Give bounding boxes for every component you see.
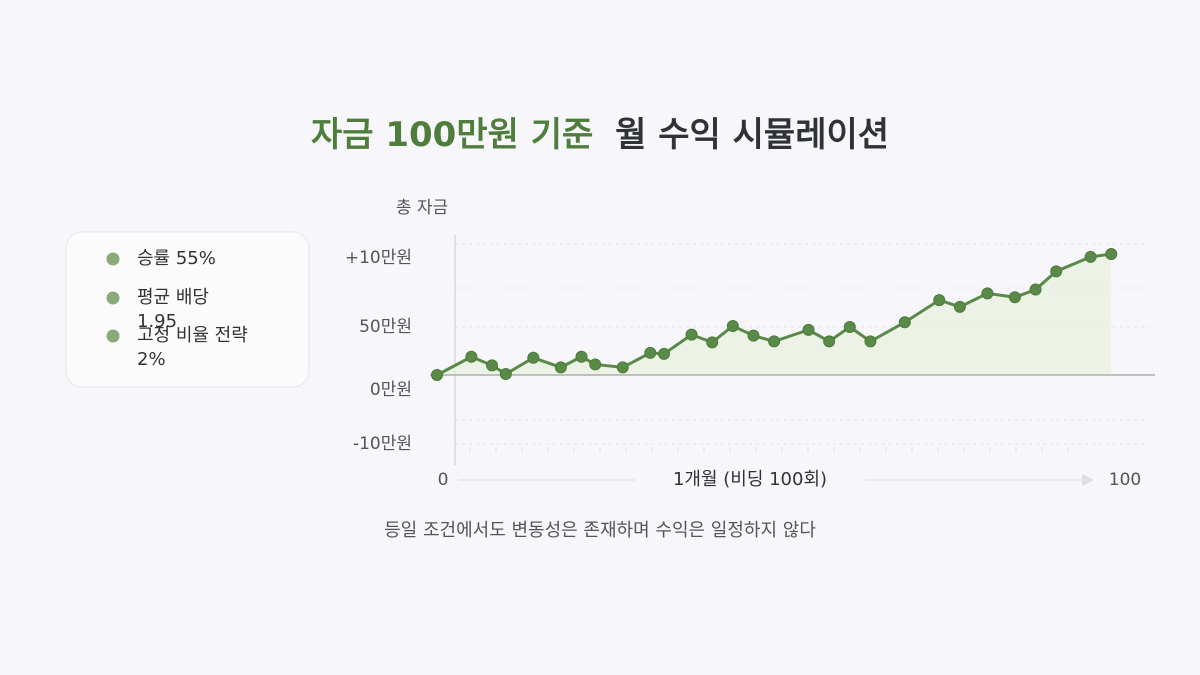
title: 자금 100만원 기준 월 수익 시뮬레이션 xyxy=(311,115,889,155)
y-label: 50만원 xyxy=(359,317,412,337)
point xyxy=(706,336,719,349)
x-axis-label: 1개월 (비딩 100회) xyxy=(673,469,827,490)
point xyxy=(575,350,588,363)
x-tick-label: 0 xyxy=(438,470,449,490)
point xyxy=(1008,291,1021,304)
point xyxy=(768,335,781,348)
note-dot xyxy=(106,252,120,266)
point xyxy=(823,335,836,348)
point xyxy=(616,361,629,374)
point xyxy=(981,287,994,300)
point xyxy=(554,361,567,374)
y-axis-label: 총 자금 xyxy=(396,198,448,218)
title-highlight: 자금 100만원 기준 xyxy=(311,115,593,155)
point xyxy=(644,346,657,359)
point xyxy=(898,316,911,329)
point xyxy=(1050,265,1063,278)
point xyxy=(1084,250,1097,263)
note-text: 평균 배당 1.95 xyxy=(137,287,209,332)
point xyxy=(527,351,540,364)
point xyxy=(1105,248,1118,261)
point xyxy=(933,294,946,307)
title-rest: 월 수익 시뮬레이션 xyxy=(615,115,889,155)
y-label: 0만원 xyxy=(370,380,412,400)
point xyxy=(499,368,512,381)
y-label: -10만원 xyxy=(353,434,412,454)
note-text: 고정 비율 전략 2% xyxy=(137,325,248,370)
point xyxy=(465,350,478,363)
y-label: +10만원 xyxy=(345,248,412,268)
note-text: 승률 55% xyxy=(137,248,216,269)
point xyxy=(486,359,499,372)
x-axis-arrow xyxy=(1082,474,1094,486)
area xyxy=(437,254,1112,375)
point xyxy=(953,300,966,313)
point xyxy=(589,358,602,371)
note-dot xyxy=(106,291,120,305)
point xyxy=(864,335,877,348)
legend-box xyxy=(65,231,310,388)
point xyxy=(726,320,739,333)
point xyxy=(802,323,815,336)
note-dot xyxy=(106,329,120,343)
x-tick-label: 100 xyxy=(1109,470,1141,490)
point xyxy=(431,369,443,381)
caption: 등일 조건에서도 변동성은 존재하며 수익은 일정하지 않다 xyxy=(384,520,816,541)
point xyxy=(843,321,856,333)
point xyxy=(747,329,760,342)
point xyxy=(658,347,671,360)
point xyxy=(685,328,698,341)
point xyxy=(1029,283,1042,296)
